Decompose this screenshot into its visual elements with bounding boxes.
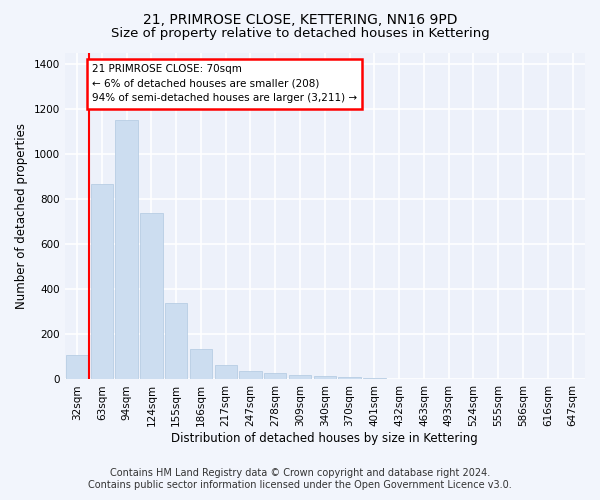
Bar [314,376,336,380]
Bar [289,376,311,380]
Text: 21, PRIMROSE CLOSE, KETTERING, NN16 9PD: 21, PRIMROSE CLOSE, KETTERING, NN16 9PD [143,12,457,26]
Bar [115,120,138,380]
Text: 21 PRIMROSE CLOSE: 70sqm
← 6% of detached houses are smaller (208)
94% of semi-d: 21 PRIMROSE CLOSE: 70sqm ← 6% of detache… [92,64,357,104]
Bar [190,349,212,380]
Bar [363,378,386,380]
Bar [165,303,187,380]
Bar [338,377,361,380]
Bar [264,374,286,380]
Bar [239,371,262,380]
X-axis label: Distribution of detached houses by size in Kettering: Distribution of detached houses by size … [172,432,478,445]
Y-axis label: Number of detached properties: Number of detached properties [15,123,28,309]
Text: Size of property relative to detached houses in Kettering: Size of property relative to detached ho… [110,28,490,40]
Bar [91,184,113,380]
Text: Contains HM Land Registry data © Crown copyright and database right 2024.
Contai: Contains HM Land Registry data © Crown c… [88,468,512,490]
Bar [140,212,163,380]
Bar [66,354,88,380]
Bar [215,365,237,380]
